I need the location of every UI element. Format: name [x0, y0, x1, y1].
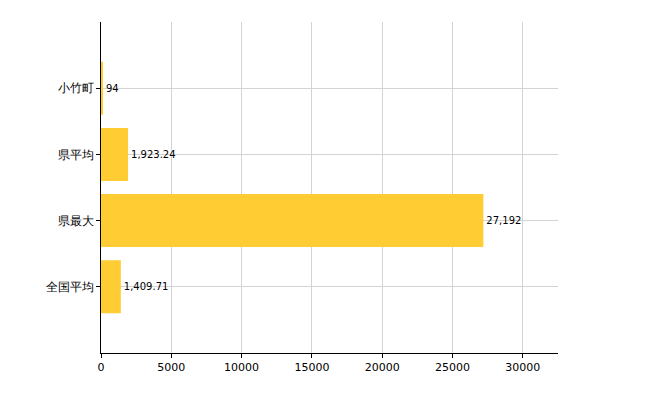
svg-text:県平均: 県平均 [58, 148, 94, 162]
svg-text:30000: 30000 [505, 361, 540, 374]
svg-text:1,409.71: 1,409.71 [124, 281, 169, 292]
svg-text:15000: 15000 [294, 361, 329, 374]
svg-text:全国平均: 全国平均 [46, 280, 94, 294]
svg-text:25000: 25000 [435, 361, 470, 374]
svg-text:小竹町: 小竹町 [58, 81, 94, 95]
svg-text:0: 0 [98, 361, 105, 374]
svg-text:20000: 20000 [365, 361, 400, 374]
svg-text:1,923.24: 1,923.24 [131, 149, 176, 160]
svg-text:94: 94 [106, 83, 119, 94]
svg-text:5000: 5000 [157, 361, 185, 374]
svg-text:27,192: 27,192 [486, 215, 521, 226]
svg-text:県最大: 県最大 [58, 214, 94, 228]
svg-text:10000: 10000 [224, 361, 259, 374]
